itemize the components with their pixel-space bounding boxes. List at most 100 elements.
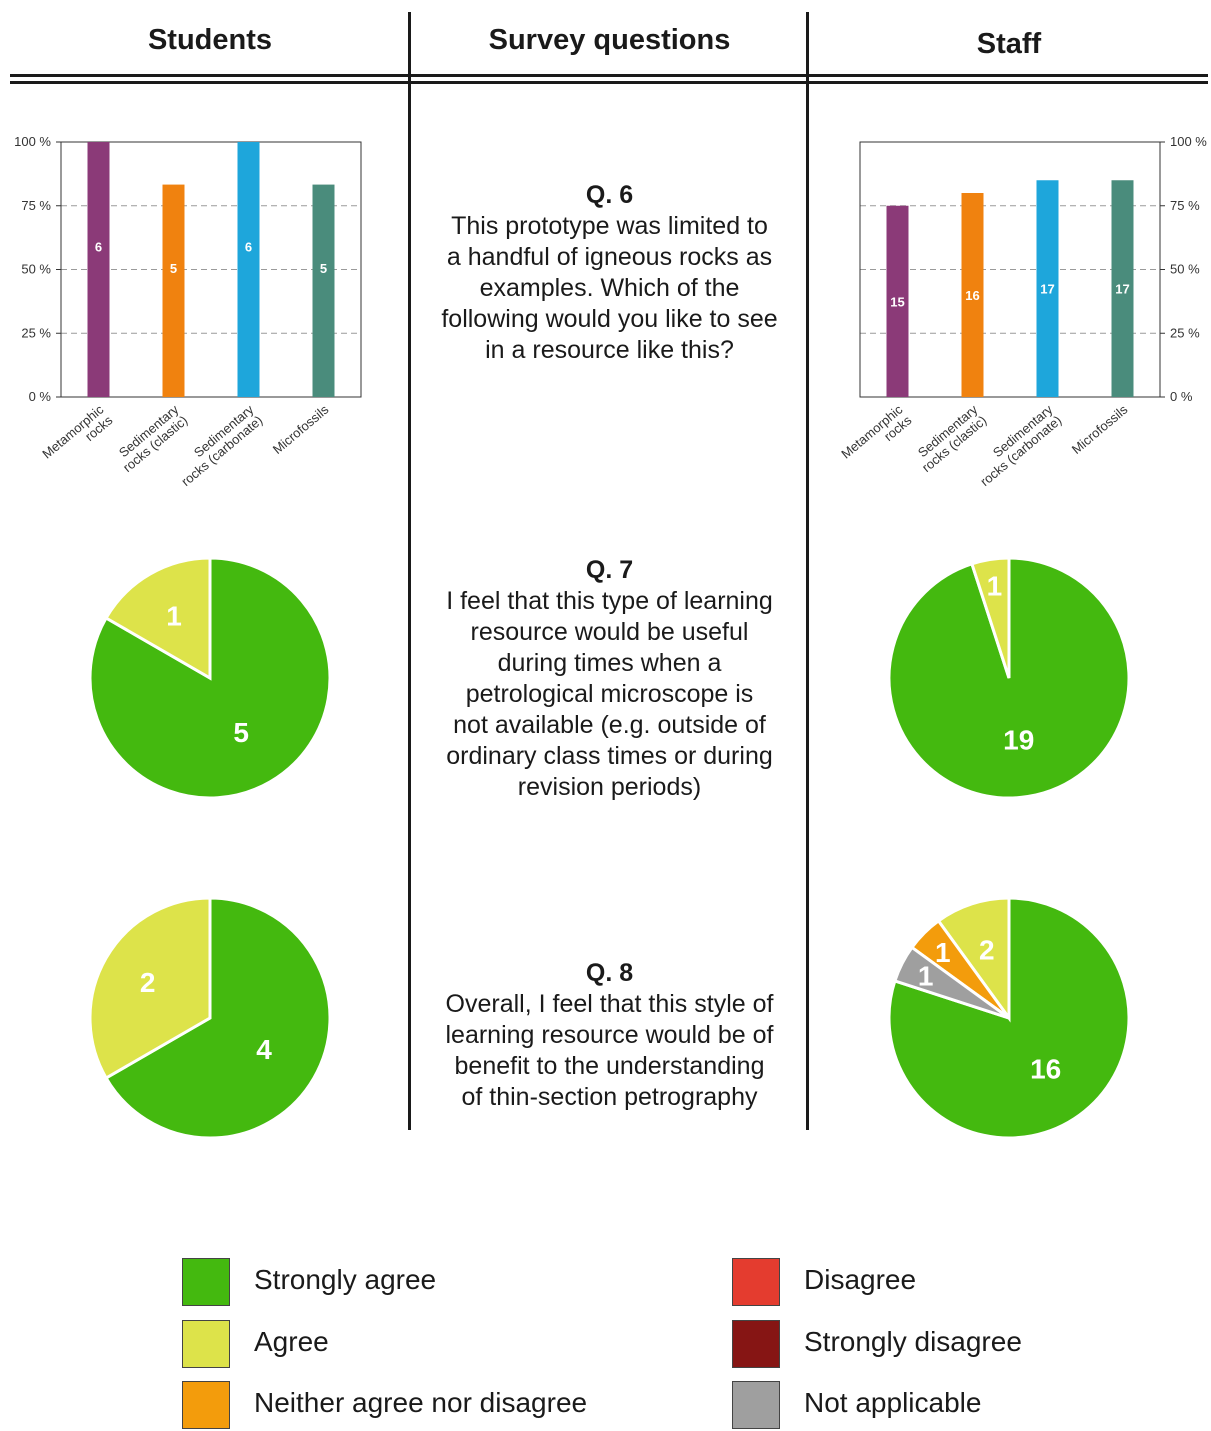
question-q7: Q. 7 I feel that this type of learning res… <box>412 555 807 803</box>
pie-slice <box>88 896 212 1081</box>
question-text-line: Overall, I feel that this style of <box>445 990 774 1018</box>
legend-label: Disagree <box>804 1264 917 1295</box>
y-tick-label: 75 % <box>1170 198 1200 213</box>
legend-label: Neither agree nor disagree <box>254 1387 588 1418</box>
question-text-line: a handful of igneous rocks as <box>446 243 773 271</box>
legend-swatch <box>732 1258 780 1306</box>
pie-slice-label: 1 <box>987 571 1003 602</box>
question-text-line: This prototype was limited to <box>451 212 768 240</box>
pie-slice-label: 1 <box>935 937 951 968</box>
question-q6: Q. 6 This prototype was limited to a handf… <box>412 180 807 366</box>
legend-swatch <box>182 1320 230 1368</box>
bar <box>1036 180 1059 397</box>
y-tick-label: 50 % <box>1170 262 1200 277</box>
y-tick-label: 50 % <box>21 262 51 277</box>
x-tick-label-line: Microfossils <box>1069 401 1131 456</box>
bar <box>312 184 335 397</box>
y-tick-label: 25 % <box>21 325 51 340</box>
question-title: Q. 7 <box>585 556 634 584</box>
bar-data-label: 6 <box>245 240 252 255</box>
bar <box>87 142 110 397</box>
column-divider-left <box>408 12 411 1130</box>
students-q8-pie-chart: 42 <box>88 896 332 1140</box>
pie-slice <box>970 556 1011 679</box>
pie-slice-label: 2 <box>979 935 995 966</box>
legend-swatch <box>182 1381 230 1429</box>
x-tick-label-line: Microfossils <box>270 401 332 456</box>
staff-q7-pie-chart: 19 1 <box>887 556 1131 800</box>
bar-data-label: 16 <box>965 288 979 303</box>
question-title: Q. 6 <box>585 181 634 209</box>
question-text-line: of thin-section petrography <box>461 1083 758 1111</box>
question-text-line: petrological microscope is <box>465 680 754 708</box>
legend-label: Not applicable <box>804 1387 982 1418</box>
pie-slice-label: 1 <box>918 961 934 992</box>
column-divider-right <box>806 12 809 1130</box>
pie-slice-label: 2 <box>140 967 156 998</box>
y-tick-label: 25 % <box>1170 325 1200 340</box>
pie-slice-label: 1 <box>166 601 182 632</box>
survey-questions-header: Survey questions <box>488 24 731 56</box>
question-text-line: learning resource would be of <box>445 1021 774 1049</box>
y-tick-label: 75 % <box>21 198 51 213</box>
legend-swatch <box>732 1381 780 1429</box>
y-tick-label: 100 % <box>1170 134 1207 149</box>
bar-data-label: 6 <box>95 240 102 255</box>
pie-slice <box>104 896 332 1140</box>
bar-data-label: 5 <box>170 261 177 276</box>
pie-slice-label: 16 <box>1030 1053 1061 1084</box>
legend-label: Agree <box>254 1326 329 1357</box>
question-text-line: resource would be useful <box>470 618 749 646</box>
legend-swatch <box>182 1258 230 1306</box>
pie-slice <box>88 556 332 800</box>
students-q7-pie-chart: 51 <box>88 556 332 800</box>
question-text-line: in a resource like this? <box>485 336 734 364</box>
pie-slice-label: 4 <box>256 1034 272 1065</box>
x-tick-label: Microfossils <box>270 401 332 456</box>
pie-slice <box>104 556 212 681</box>
question-text-line: following would you like to see <box>441 305 778 333</box>
header-rule-top <box>10 74 1208 77</box>
question-text-line: not available (e.g. outside of <box>453 711 766 739</box>
legend-label: Strongly agree <box>254 1264 437 1295</box>
bar-data-label: 17 <box>1040 282 1054 297</box>
question-text-line: I feel that this type of learning <box>446 587 773 615</box>
bar <box>237 142 260 397</box>
bar <box>886 205 909 397</box>
bar <box>961 193 984 397</box>
question-text-line: examples. Which of the <box>479 274 740 302</box>
x-tick-label: Microfossils <box>1069 401 1131 456</box>
bar-data-label: 15 <box>890 294 904 309</box>
staff-header: Staff <box>976 28 1042 60</box>
question-title: Q. 8 <box>585 959 634 987</box>
bar-data-label: 5 <box>320 261 327 276</box>
question-text-line: ordinary class times or during <box>446 742 773 770</box>
question-text-line: revision periods) <box>517 773 702 801</box>
legend-label: Strongly disagree <box>804 1326 1022 1357</box>
y-tick-label: 100 % <box>14 134 51 149</box>
bar <box>162 184 185 397</box>
students-header: Students <box>147 24 273 56</box>
question-q8: Q. 8 Overall, I feel that this style of le… <box>412 958 807 1113</box>
bar <box>1111 180 1134 397</box>
plot-frame <box>859 141 1161 398</box>
question-text-line: benefit to the understanding <box>454 1052 765 1080</box>
header-rule-bottom <box>10 81 1208 84</box>
plot-frame <box>60 141 362 398</box>
question-text-line: during times when a <box>497 649 722 677</box>
legend-swatch <box>732 1320 780 1368</box>
pie-slice <box>892 945 1010 1020</box>
y-tick-label: 0 % <box>29 389 52 404</box>
pie-slice-label: 19 <box>1003 725 1034 756</box>
y-tick-label: 0 % <box>1170 389 1193 404</box>
bar-data-label: 17 <box>1115 282 1129 297</box>
